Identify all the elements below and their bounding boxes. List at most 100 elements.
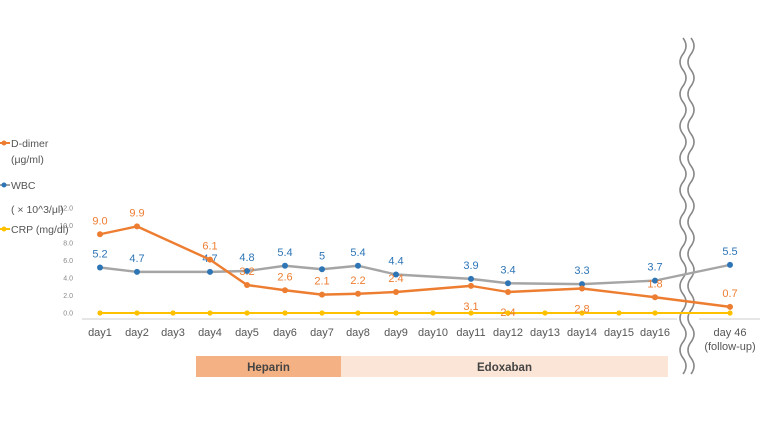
ddimer-point <box>652 294 658 301</box>
axis-break-line <box>679 37 687 375</box>
wbc-data-label: 4.8 <box>239 252 254 264</box>
crp-point <box>97 310 103 316</box>
x-tick-label: day11 <box>456 327 485 339</box>
crp-point <box>207 310 213 316</box>
crp-point <box>355 310 361 316</box>
crp-point <box>542 310 548 316</box>
ddimer-line <box>99 225 731 309</box>
ddimer-point <box>468 282 474 289</box>
ddimer-data-label: 0.7 <box>722 288 737 300</box>
crp-point <box>170 310 176 316</box>
legend-label-wbc: ( × 10^3/μl) <box>11 204 64 216</box>
wbc-line <box>99 263 731 286</box>
wbc-point <box>652 277 658 284</box>
x-tick-sublabel: (follow-up) <box>704 341 755 353</box>
x-tick-label: day1 <box>88 327 112 339</box>
wbc-data-label: 5.2 <box>92 249 107 261</box>
ddimer-point <box>97 231 103 238</box>
x-tick-label: day12 <box>493 327 523 339</box>
legend-label-ddimer: D-dimer <box>11 138 49 150</box>
wbc-point <box>727 261 733 268</box>
wbc-point <box>282 262 288 269</box>
wbc-data-label: 4.4 <box>388 256 403 268</box>
x-tick-label: day7 <box>310 327 334 339</box>
ddimer-point <box>393 289 399 295</box>
treatment-band-label: Edoxaban <box>477 362 532 374</box>
x-tick-label: day5 <box>235 327 259 339</box>
x-tick-label: day3 <box>161 327 185 339</box>
ddimer-data-label: 3.1 <box>463 301 478 313</box>
crp-point <box>393 310 399 316</box>
crp-point <box>282 310 288 316</box>
ddimer-data-label: 2.8 <box>574 304 589 316</box>
y-tick-label: 4.0 <box>63 276 73 283</box>
x-tick-label: day10 <box>418 327 448 339</box>
legend-marker-crp <box>1 226 7 232</box>
ddimer-data-label: 9.0 <box>92 215 107 227</box>
wbc-data-label: 5.4 <box>277 247 292 259</box>
x-tick-label: day 46 <box>713 327 746 339</box>
x-tick-label: day9 <box>384 327 408 339</box>
treatment-band-label: Heparin <box>247 362 290 374</box>
y-tick-label: 8.0 <box>63 241 73 248</box>
wbc-point <box>579 281 585 288</box>
x-tick-label: day16 <box>640 327 670 339</box>
crp-point <box>430 310 436 316</box>
crp-point <box>468 310 474 316</box>
ddimer-point <box>355 290 361 297</box>
wbc-point <box>244 268 250 274</box>
y-tick-label: 2.0 <box>63 293 73 300</box>
wbc-point <box>134 268 140 275</box>
ddimer-data-label: 2.4 <box>500 307 515 319</box>
ddimer-point <box>244 282 250 288</box>
ddimer-data-label: 2.4 <box>388 273 403 285</box>
ddimer-data-label: 2.2 <box>350 275 365 287</box>
y-tick-label: 0.0 <box>63 311 73 318</box>
ddimer-point <box>134 223 140 230</box>
legend-marker-ddimer <box>1 140 7 146</box>
ddimer-point <box>319 291 325 298</box>
wbc-data-label: 5.4 <box>350 247 365 259</box>
wbc-point <box>355 262 361 269</box>
wbc-data-label: 5.5 <box>722 246 737 258</box>
ddimer-point <box>505 289 511 295</box>
y-tick-label: 12.0 <box>59 206 73 213</box>
ddimer-point <box>727 303 733 310</box>
treatment-band <box>341 356 668 377</box>
wbc-data-label: 3.3 <box>574 265 589 277</box>
ddimer-point <box>282 287 288 294</box>
treatment-band <box>196 356 341 377</box>
ddimer-data-label: 9.9 <box>129 207 144 219</box>
crp-point <box>134 310 140 316</box>
crp-point <box>652 310 658 316</box>
x-tick-label: day8 <box>346 327 370 339</box>
wbc-data-label: 3.9 <box>463 260 478 272</box>
x-tick-label: day6 <box>273 327 297 339</box>
ddimer-data-label: 3.2 <box>239 266 254 278</box>
x-tick-label: day2 <box>125 327 149 339</box>
y-tick-label: 6.0 <box>63 258 73 265</box>
wbc-data-label: 3.7 <box>647 262 662 274</box>
crp-point <box>616 310 622 316</box>
x-tick-label: day15 <box>604 327 634 339</box>
ddimer-data-label: 6.1 <box>202 241 217 253</box>
wbc-point <box>97 264 103 271</box>
wbc-point <box>505 280 511 287</box>
wbc-data-label: 5 <box>319 250 325 262</box>
crp-point <box>579 310 585 316</box>
ddimer-point <box>579 285 585 292</box>
ddimer-data-label: 2.1 <box>314 276 329 288</box>
wbc-point <box>393 271 399 278</box>
wbc-point <box>468 275 474 282</box>
wbc-point <box>319 266 325 273</box>
x-tick-label: day13 <box>530 327 560 339</box>
ddimer-point <box>207 256 213 263</box>
x-tick-label: day4 <box>198 327 222 339</box>
legend-label-wbc: WBC <box>11 180 36 192</box>
legend-label-ddimer: (μg/ml) <box>11 154 44 166</box>
crp-point <box>319 310 325 316</box>
wbc-data-label: 4.7 <box>129 253 144 265</box>
x-tick-label: day14 <box>567 327 597 339</box>
y-tick-label: 10.0 <box>59 223 73 230</box>
